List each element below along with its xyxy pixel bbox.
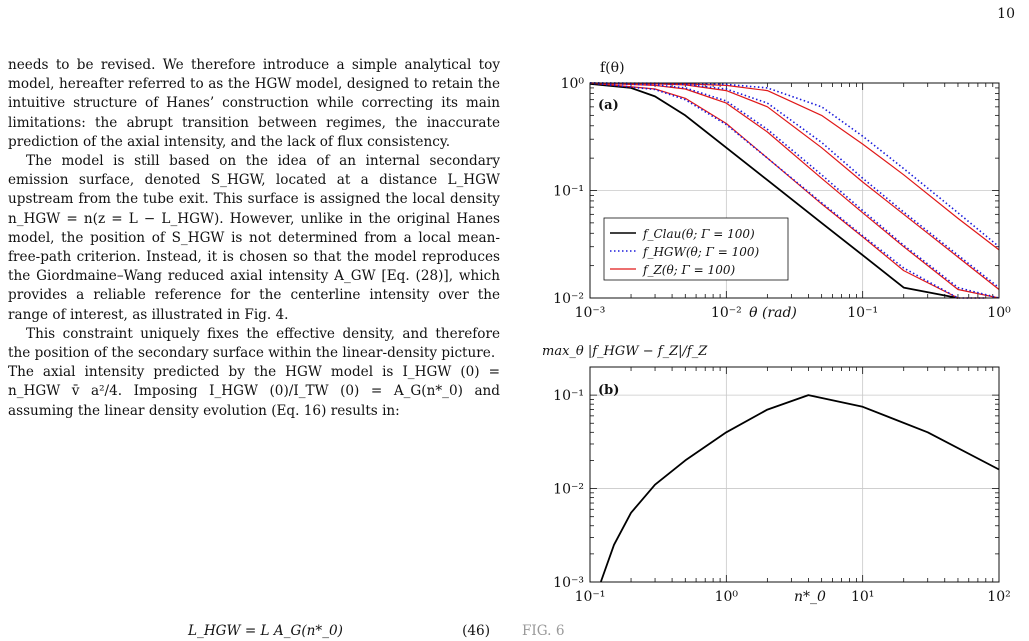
paragraph-4: The axial intensity predicted by the HGW…: [8, 364, 500, 419]
page-number: 10: [997, 6, 1015, 22]
y-tick-label: 10⁻²: [553, 482, 584, 498]
series-line-6: [589, 82, 986, 299]
panel-b-ylabel: max_θ |f_HGW − f_Z|/f_Z: [542, 344, 708, 359]
x-axis-label: n*_0: [794, 589, 826, 605]
panel-b-grid: [590, 367, 999, 582]
equation-number: (46): [462, 623, 490, 639]
panel-b-curves: [599, 394, 1000, 583]
panel-b-label: (b): [598, 383, 619, 398]
legend-box: [603, 217, 789, 281]
paragraph-2: The model is still based on the idea of …: [8, 153, 500, 323]
x-tick-label: 10²: [987, 589, 1010, 605]
y-tick-label: 10⁻³: [553, 575, 584, 591]
body-text-column: needs to be revised. We therefore introd…: [8, 56, 500, 421]
x-tick-label: 10⁰: [715, 589, 739, 605]
panel-b-frame: [589, 366, 1000, 583]
x-tick-label: 10⁻³: [575, 305, 606, 321]
series-line-7: [589, 82, 1000, 299]
x-tick-label: 10⁰: [987, 305, 1011, 321]
panel-b: max_θ |f_HGW − f_Z|/f_Z 10⁻¹ 10⁰ 10¹ 10²10⁻…: [542, 344, 1011, 605]
panel-a-ylabel: f(θ): [600, 60, 625, 76]
legend-label-clau: f_Clau(θ; Γ = 100): [642, 227, 755, 241]
panel-b-ticks: 10⁻¹ 10⁰ 10¹ 10² 10⁻¹ 10⁻² 10⁻³ n*_0: [553, 366, 1011, 605]
legend-label-z: f_Z(θ; Γ = 100): [642, 263, 735, 277]
x-tick-label: 10¹: [851, 589, 874, 605]
equation-body: L_HGW = L A_G(n*_0): [188, 623, 343, 639]
paragraph-1: needs to be revised. We therefore introd…: [8, 57, 500, 150]
x-tick-label: 10⁻¹: [575, 589, 606, 605]
paragraph-3: This constraint uniquely fixes the effec…: [8, 325, 500, 362]
series-line-1: [599, 394, 1000, 583]
x-tick-label: 10⁻²: [711, 305, 742, 321]
legend-label-hgw: f_HGW(θ; Γ = 100): [642, 245, 760, 259]
figure-caption: FIG. 6: [522, 623, 565, 639]
panel-a-label: (a): [598, 98, 619, 113]
y-tick-label: 10⁻²: [553, 291, 584, 307]
series-line-2: [589, 82, 986, 299]
x-axis-label: θ (rad): [749, 305, 797, 321]
y-tick-label: 10⁻¹: [553, 184, 584, 200]
series-line-1: [589, 83, 959, 299]
y-tick-label: 10⁰: [561, 76, 585, 92]
panel-a-legend: f_Clau(θ; Γ = 100) f_HGW(θ; Γ = 100) f_Z…: [603, 217, 789, 281]
panel-a-frame: [589, 82, 1000, 299]
y-tick-label: 10⁻¹: [553, 388, 584, 404]
x-tick-label: 10⁻¹: [847, 305, 878, 321]
